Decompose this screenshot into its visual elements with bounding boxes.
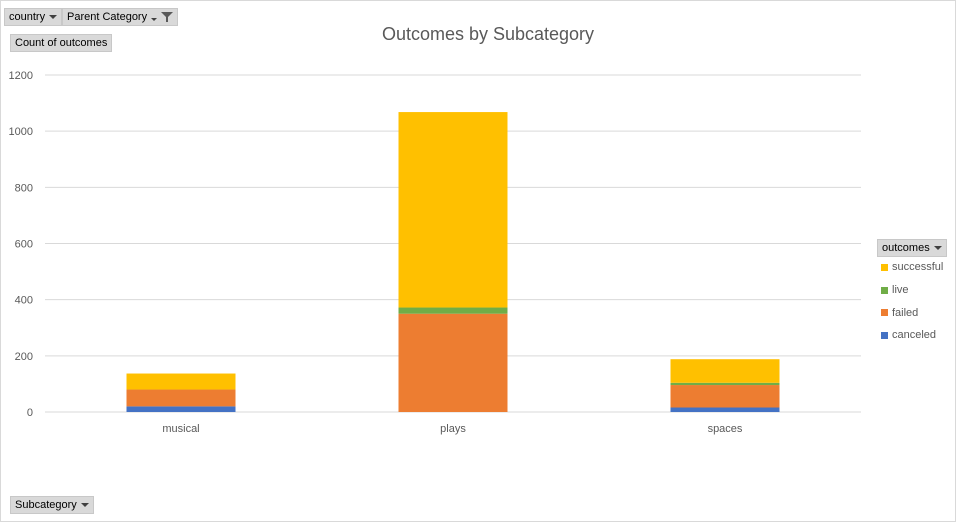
bar-failed-plays bbox=[398, 313, 508, 412]
bar-successful-plays bbox=[398, 112, 508, 308]
values-field-button[interactable]: Count of outcomes bbox=[10, 34, 113, 52]
y-tick-label: 800 bbox=[15, 182, 33, 194]
legend-item-live: live bbox=[881, 279, 947, 302]
dropdown-arrow-icon bbox=[80, 503, 89, 507]
legend-swatch-canceled bbox=[881, 331, 888, 339]
bar-canceled-musical bbox=[126, 406, 236, 412]
legend-item-canceled: canceled bbox=[881, 324, 947, 347]
country-filter-button[interactable]: country bbox=[4, 8, 63, 26]
x-tick-label: plays bbox=[440, 423, 466, 435]
legend-item-successful: successful bbox=[881, 256, 947, 279]
legend-label-failed: failed bbox=[892, 306, 919, 319]
chart-title: Outcomes by Subcategory bbox=[381, 24, 595, 44]
y-tick-label: 200 bbox=[15, 351, 33, 363]
country-filter-label: country bbox=[9, 11, 46, 23]
y-tick-label: 400 bbox=[15, 295, 33, 307]
bar-successful-musical bbox=[126, 373, 236, 390]
legend-swatch-successful bbox=[881, 263, 888, 271]
dropdown-arrow-icon bbox=[49, 15, 58, 19]
y-tick-label: 1000 bbox=[9, 126, 33, 138]
y-tick-label: 600 bbox=[15, 239, 33, 251]
legend-swatch-failed bbox=[881, 309, 888, 317]
y-tick-label: 0 bbox=[27, 407, 33, 419]
bar-successful-spaces bbox=[670, 359, 780, 383]
parent-category-filter-button[interactable]: Parent Category bbox=[62, 8, 179, 26]
bar-canceled-spaces bbox=[670, 407, 780, 412]
x-tick-label: musical bbox=[162, 423, 199, 435]
legend-swatch-live bbox=[881, 286, 888, 294]
y-tick-label: 1200 bbox=[9, 70, 33, 82]
legend-label-live: live bbox=[892, 284, 909, 297]
legend: successful live failed canceled bbox=[877, 256, 947, 347]
dropdown-arrow-icon bbox=[151, 18, 158, 21]
bar-live-spaces bbox=[670, 382, 780, 386]
legend-label-canceled: canceled bbox=[892, 329, 937, 342]
subcategory-field-button[interactable]: Subcategory bbox=[10, 496, 94, 514]
legend-item-failed: failed bbox=[881, 301, 947, 324]
bar-failed-spaces bbox=[670, 385, 780, 408]
parent-category-filter-label: Parent Category bbox=[67, 11, 148, 23]
values-field-label: Count of outcomes bbox=[15, 37, 108, 49]
subcategory-field-label: Subcategory bbox=[15, 499, 77, 511]
outcomes-legend-button[interactable]: outcomes bbox=[877, 239, 947, 257]
legend-label-successful: successful bbox=[892, 261, 944, 274]
dropdown-arrow-icon bbox=[934, 246, 942, 250]
bar-failed-musical bbox=[126, 389, 236, 407]
outcomes-legend-label: outcomes bbox=[882, 242, 930, 254]
x-tick-label: spaces bbox=[708, 423, 743, 435]
filter-funnel-icon bbox=[161, 11, 174, 23]
bar-live-plays bbox=[398, 307, 508, 314]
